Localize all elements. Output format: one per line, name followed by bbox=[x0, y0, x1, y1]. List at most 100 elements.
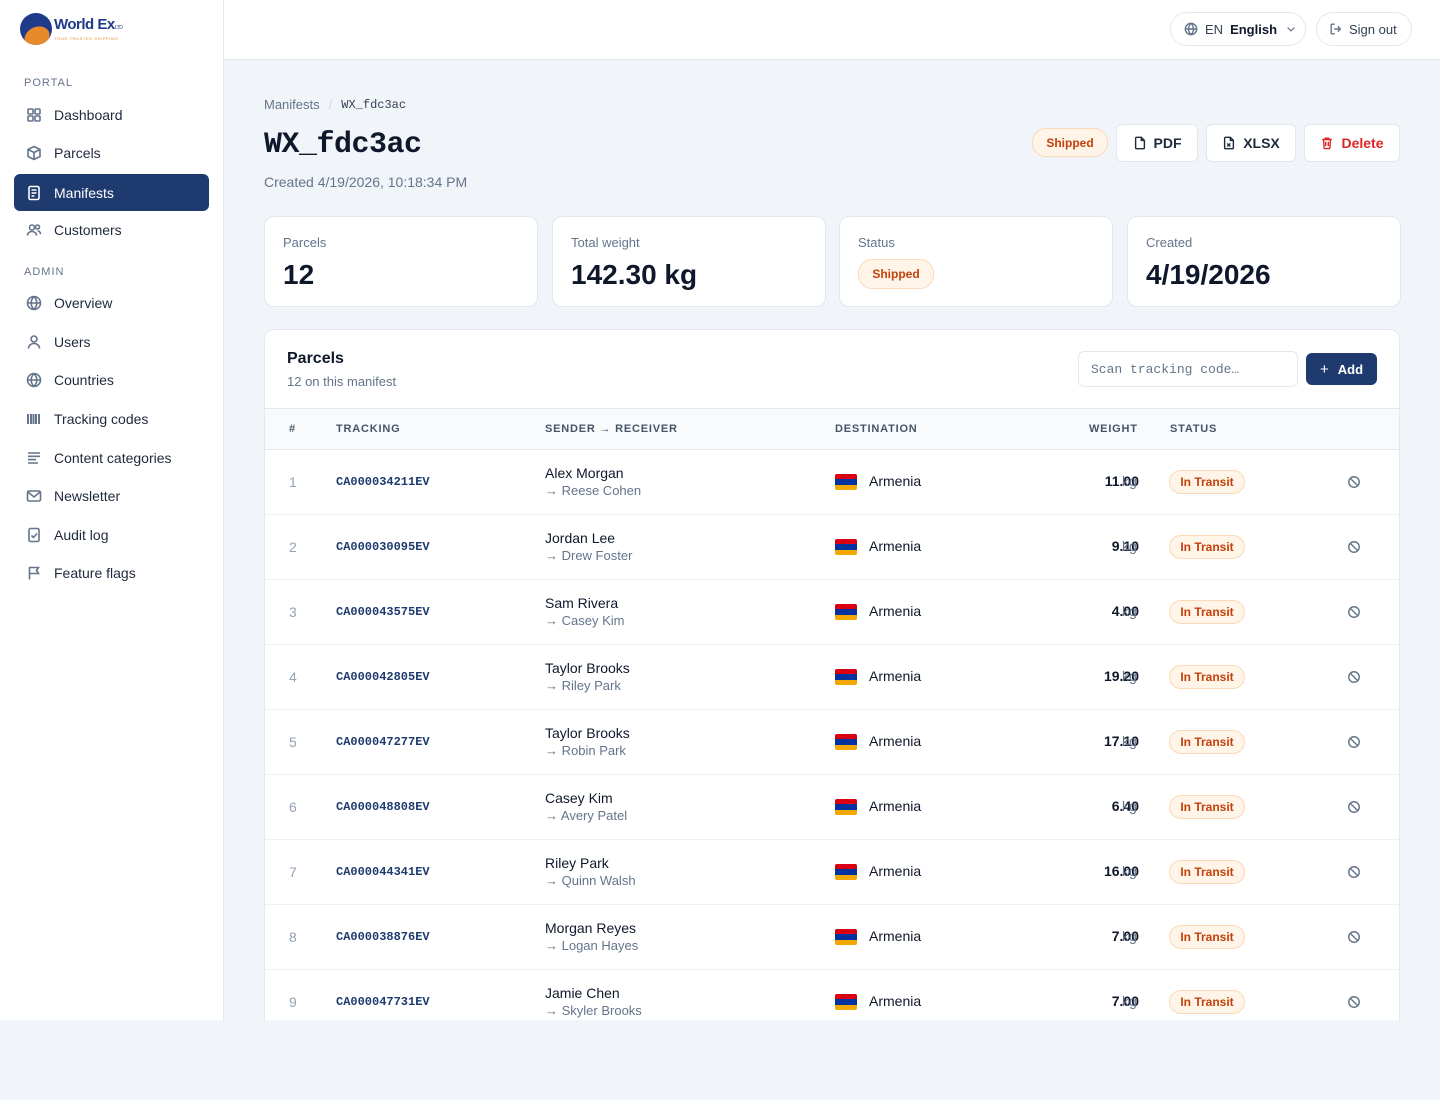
receiver-name: → Reese Cohen bbox=[545, 483, 642, 498]
breadcrumb-current: WX_fdc3ac bbox=[341, 97, 407, 112]
sidebar-item-parcels[interactable]: Parcels bbox=[14, 134, 209, 171]
weight-unit: kg bbox=[1122, 603, 1137, 619]
sidebar-item-label: Parcels bbox=[54, 144, 101, 161]
breadcrumb: Manifests / WX_fdc3ac bbox=[264, 97, 406, 112]
remove-parcel-button[interactable] bbox=[1347, 605, 1363, 621]
status-badge: Shipped bbox=[858, 259, 934, 289]
ban-icon bbox=[1348, 476, 1360, 488]
remove-parcel-button[interactable] bbox=[1347, 995, 1363, 1011]
row-number: 3 bbox=[289, 604, 297, 620]
table-row[interactable]: 4 CA000042805EV Taylor Brooks → Riley Pa… bbox=[265, 645, 1399, 710]
row-number: 4 bbox=[289, 669, 297, 685]
remove-parcel-button[interactable] bbox=[1347, 865, 1363, 881]
sign-out-button[interactable]: Sign out bbox=[1316, 12, 1412, 46]
sidebar-item-feature-flags[interactable]: Feature flags bbox=[14, 554, 209, 591]
sidebar-item-label: Audit log bbox=[54, 526, 109, 543]
tracking-code[interactable]: CA000042805EV bbox=[336, 670, 430, 684]
table-row[interactable]: 2 CA000030095EV Jordan Lee → Drew Foster… bbox=[265, 515, 1399, 580]
sidebar-item-label: Users bbox=[54, 333, 91, 350]
globe-icon bbox=[1184, 22, 1198, 36]
sender-name: Alex Morgan bbox=[545, 465, 624, 481]
weight-unit: kg bbox=[1122, 668, 1137, 684]
destination: Armenia bbox=[869, 798, 922, 814]
weight-value: 19.20 bbox=[1103, 668, 1139, 684]
remove-parcel-button[interactable] bbox=[1347, 540, 1363, 556]
receiver-name: → Robin Park bbox=[545, 743, 626, 758]
sidebar-item-tracking-codes[interactable]: Tracking codes bbox=[14, 400, 209, 437]
tracking-code[interactable]: CA000038876EV bbox=[336, 930, 430, 944]
parcel-status-badge: In Transit bbox=[1169, 665, 1245, 689]
destination: Armenia bbox=[869, 928, 922, 944]
armenia-flag-icon bbox=[835, 864, 857, 880]
tracking-code[interactable]: CA000034211EV bbox=[336, 475, 430, 489]
tracking-code[interactable]: CA000030095EV bbox=[336, 540, 430, 554]
parcel-status-badge: In Transit bbox=[1169, 600, 1245, 624]
sender-name: Taylor Brooks bbox=[545, 725, 630, 741]
remove-parcel-button[interactable] bbox=[1347, 735, 1363, 751]
armenia-flag-icon bbox=[835, 994, 857, 1010]
sidebar-item-label: Countries bbox=[54, 371, 114, 388]
parcels-card-title: Parcels bbox=[287, 350, 344, 367]
armenia-flag-icon bbox=[835, 799, 857, 815]
sidebar-item-customers[interactable]: Customers bbox=[14, 211, 209, 248]
armenia-flag-icon bbox=[835, 669, 857, 685]
add-parcel-button[interactable]: + Add bbox=[1306, 353, 1377, 385]
sender-name: Jordan Lee bbox=[545, 530, 616, 546]
remove-parcel-button[interactable] bbox=[1347, 670, 1363, 686]
sidebar-item-newsletter[interactable]: Newsletter bbox=[14, 477, 209, 514]
table-row[interactable]: 6 CA000048808EV Casey Kim → Avery Patel … bbox=[265, 775, 1399, 840]
table-row[interactable]: 1 CA000034211EV Alex Morgan → Reese Cohe… bbox=[265, 450, 1399, 515]
sidebar-item-content-categories[interactable]: Content categories bbox=[14, 439, 209, 476]
export-pdf-button[interactable]: PDF bbox=[1116, 124, 1198, 162]
tracking-code[interactable]: CA000044341EV bbox=[336, 865, 430, 879]
grid-icon bbox=[26, 107, 42, 123]
row-number: 7 bbox=[289, 864, 297, 880]
pdf-label: PDF bbox=[1153, 135, 1182, 151]
column-header-tracking: TRACKING bbox=[336, 423, 401, 435]
weight-unit: kg bbox=[1122, 993, 1137, 1009]
breadcrumb-parent[interactable]: Manifests bbox=[264, 97, 320, 112]
sender-name: Riley Park bbox=[545, 855, 609, 871]
destination: Armenia bbox=[869, 538, 922, 554]
tracking-code[interactable]: CA000048808EV bbox=[336, 800, 430, 814]
table-row[interactable]: 3 CA000043575EV Sam Rivera → Casey Kim A… bbox=[265, 580, 1399, 645]
ban-icon bbox=[1348, 801, 1360, 813]
weight-unit: kg bbox=[1122, 733, 1137, 749]
lines-icon bbox=[26, 450, 42, 466]
sign-out-label: Sign out bbox=[1349, 21, 1397, 37]
sidebar-item-audit-log[interactable]: Audit log bbox=[14, 516, 209, 553]
table-row[interactable]: 5 CA000047277EV Taylor Brooks → Robin Pa… bbox=[265, 710, 1399, 775]
table-row[interactable]: 9 CA000047731EV Jamie Chen → Skyler Broo… bbox=[265, 970, 1399, 1020]
sidebar-item-label: Newsletter bbox=[54, 487, 121, 504]
remove-parcel-button[interactable] bbox=[1347, 930, 1363, 946]
tracking-code[interactable]: CA000047731EV bbox=[336, 995, 430, 1009]
column-header-destination: DESTINATION bbox=[835, 423, 918, 435]
table-row[interactable]: 8 CA000038876EV Morgan Reyes → Logan Hay… bbox=[265, 905, 1399, 970]
ban-icon bbox=[1348, 736, 1360, 748]
stat-label: Total weight bbox=[571, 235, 640, 250]
remove-parcel-button[interactable] bbox=[1347, 475, 1363, 491]
armenia-flag-icon bbox=[835, 604, 857, 620]
weight-value: 7.00 bbox=[1111, 993, 1139, 1009]
row-number: 2 bbox=[289, 539, 297, 555]
tracking-code[interactable]: CA000047277EV bbox=[336, 735, 430, 749]
xlsx-label: XLSX bbox=[1243, 135, 1280, 151]
delete-manifest-button[interactable]: Delete bbox=[1304, 124, 1400, 162]
receiver-name: → Quinn Walsh bbox=[545, 873, 636, 888]
tracking-code[interactable]: CA000043575EV bbox=[336, 605, 430, 619]
sidebar-item-manifests[interactable]: Manifests bbox=[14, 174, 209, 211]
column-header-num: # bbox=[289, 423, 296, 435]
weight-unit: kg bbox=[1122, 863, 1137, 879]
table-row[interactable]: 7 CA000044341EV Riley Park → Quinn Walsh… bbox=[265, 840, 1399, 905]
sidebar-item-dashboard[interactable]: Dashboard bbox=[14, 96, 209, 133]
sidebar-item-overview[interactable]: Overview bbox=[14, 284, 209, 321]
destination: Armenia bbox=[869, 733, 922, 749]
brand-logo[interactable]: World ExLTD YOUR TRUSTED SHIPPING bbox=[20, 13, 123, 45]
sidebar-item-countries[interactable]: Countries bbox=[14, 361, 209, 398]
language-selector[interactable]: EN English bbox=[1170, 12, 1306, 46]
remove-parcel-button[interactable] bbox=[1347, 800, 1363, 816]
page-title: WX_fdc3ac bbox=[264, 128, 422, 162]
sidebar-item-users[interactable]: Users bbox=[14, 323, 209, 360]
export-xlsx-button[interactable]: XLSX bbox=[1206, 124, 1296, 162]
scan-tracking-input[interactable] bbox=[1078, 351, 1298, 387]
